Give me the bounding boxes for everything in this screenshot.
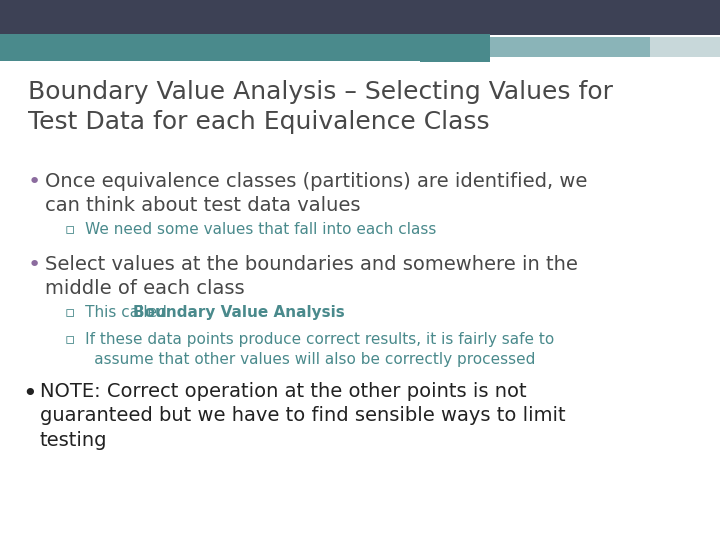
Text: ▫  We need some values that fall into each class: ▫ We need some values that fall into eac… bbox=[65, 222, 436, 237]
Bar bbox=[0, 0, 720, 35]
Text: NOTE: Correct operation at the other points is not
guaranteed but we have to fin: NOTE: Correct operation at the other poi… bbox=[40, 382, 566, 449]
Bar bbox=[490, 37, 650, 57]
Bar bbox=[650, 37, 720, 57]
Text: Once equivalence classes (partitions) are identified, we
can think about test da: Once equivalence classes (partitions) ar… bbox=[45, 172, 588, 215]
Text: ▫  This called: ▫ This called bbox=[65, 305, 172, 320]
Bar bbox=[0, 61, 420, 64]
Text: •: • bbox=[28, 255, 41, 275]
Text: Boundary Value Analysis – Selecting Values for
Test Data for each Equivalence Cl: Boundary Value Analysis – Selecting Valu… bbox=[28, 80, 613, 134]
Text: Boundary Value Analysis: Boundary Value Analysis bbox=[133, 305, 345, 320]
Text: Select values at the boundaries and somewhere in the
middle of each class: Select values at the boundaries and some… bbox=[45, 255, 578, 298]
Text: •: • bbox=[22, 382, 37, 406]
Text: ▫  If these data points produce correct results, it is fairly safe to
      assu: ▫ If these data points produce correct r… bbox=[65, 332, 554, 367]
Bar bbox=[0, 34, 490, 62]
Text: •: • bbox=[28, 172, 41, 192]
